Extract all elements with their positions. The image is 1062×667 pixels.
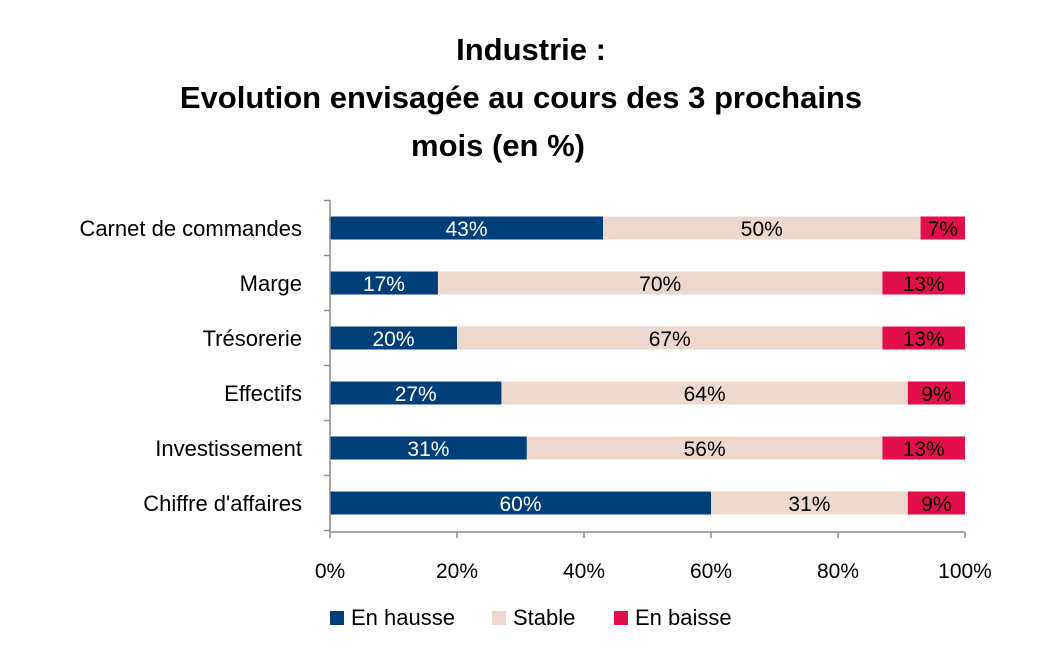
data-label-investissement-en-hausse: 31% — [407, 438, 449, 461]
bar-carnet-de-commandes-en-baisse — [920, 216, 965, 240]
x-tick-label: 80% — [817, 560, 859, 583]
legend-swatch-en-baisse — [614, 611, 628, 625]
category-label-chiffre-d-affaires: Chiffre d'affaires — [143, 491, 302, 516]
bar-marge-stable — [437, 271, 883, 295]
bar-chiffre-d-affaires-en-baisse — [907, 491, 965, 515]
legend-label-stable: Stable — [513, 605, 575, 630]
bar-marge-en-hausse — [330, 271, 438, 295]
bar-effectifs-stable — [501, 381, 908, 405]
data-label-tresorerie-en-hausse: 20% — [372, 328, 414, 351]
bar-carnet-de-commandes-stable — [603, 216, 921, 240]
axes-layer — [324, 199, 966, 538]
chart-title: Industrie : Evolution envisagée au cours… — [0, 26, 1062, 170]
x-tick-label: 20% — [436, 560, 478, 583]
bar-carnet-de-commandes-en-hausse — [330, 216, 604, 240]
data-label-chiffre-d-affaires-stable: 31% — [788, 493, 830, 516]
data-label-chiffre-d-affaires-en-hausse: 60% — [499, 493, 541, 516]
data-label-effectifs-en-baisse: 9% — [921, 383, 951, 406]
x-tick-labels-layer: 0% 20% 40% 60% 80% 100% — [315, 560, 992, 583]
bar-tresorerie-en-baisse — [882, 326, 965, 350]
data-label-carnet-de-commandes-en-hausse: 43% — [446, 218, 488, 241]
data-label-marge-en-hausse: 17% — [363, 273, 405, 296]
data-label-investissement-en-baisse: 13% — [903, 438, 945, 461]
x-tick-label: 40% — [563, 560, 605, 583]
bar-investissement-en-hausse — [330, 436, 527, 460]
bar-effectifs-en-baisse — [907, 381, 965, 405]
chart-title-line-3: mois (en %) — [411, 128, 585, 163]
x-tick-label: 0% — [315, 560, 345, 583]
data-label-effectifs-en-hausse: 27% — [395, 383, 437, 406]
bar-chiffre-d-affaires-stable — [711, 491, 908, 515]
chart-title-line-1: Industrie : — [456, 32, 606, 67]
category-label-tresorerie: Trésorerie — [203, 326, 302, 351]
data-label-investissement-stable: 56% — [684, 438, 726, 461]
bars-layer — [330, 216, 965, 515]
category-labels-layer: Carnet de commandes Marge Trésorerie Effect… — [79, 216, 302, 516]
category-label-marge: Marge — [240, 271, 302, 296]
data-label-carnet-de-commandes-stable: 50% — [741, 218, 783, 241]
legend-swatch-en-hausse — [330, 611, 344, 625]
category-label-effectifs: Effectifs — [224, 381, 302, 406]
data-label-tresorerie-stable: 67% — [649, 328, 691, 351]
bar-marge-en-baisse — [882, 271, 965, 295]
data-label-effectifs-stable: 64% — [684, 383, 726, 406]
bar-investissement-en-baisse — [882, 436, 965, 460]
bar-tresorerie-en-hausse — [330, 326, 457, 350]
legend-swatch-stable — [492, 611, 506, 625]
legend-label-en-hausse: En hausse — [351, 605, 455, 630]
segment-labels-layer: 43% 50% 7% 17% 70% 13% 20% 67% 13% 27% 64% 9% 31% 56%… — [363, 218, 958, 516]
x-tick-label: 100% — [938, 560, 992, 583]
category-label-investissement: Investissement — [155, 436, 302, 461]
category-label-carnet-de-commandes: Carnet de commandes — [79, 216, 302, 241]
bar-effectifs-en-hausse — [330, 381, 502, 405]
data-label-tresorerie-en-baisse: 13% — [903, 328, 945, 351]
legend: En hausse Stable En baisse — [330, 605, 732, 630]
bar-investissement-stable — [526, 436, 883, 460]
data-label-marge-en-baisse: 13% — [903, 273, 945, 296]
legend-label-en-baisse: En baisse — [635, 605, 732, 630]
bar-chiffre-d-affaires-en-hausse — [330, 491, 711, 515]
x-tick-label: 60% — [690, 560, 732, 583]
data-label-chiffre-d-affaires-en-baisse: 9% — [921, 493, 951, 516]
chart-title-line-2: Evolution envisagée au cours des 3 proch… — [179, 80, 863, 115]
bar-tresorerie-stable — [457, 326, 883, 350]
data-label-carnet-de-commandes-en-baisse: 7% — [928, 218, 958, 241]
data-label-marge-stable: 70% — [639, 273, 681, 296]
